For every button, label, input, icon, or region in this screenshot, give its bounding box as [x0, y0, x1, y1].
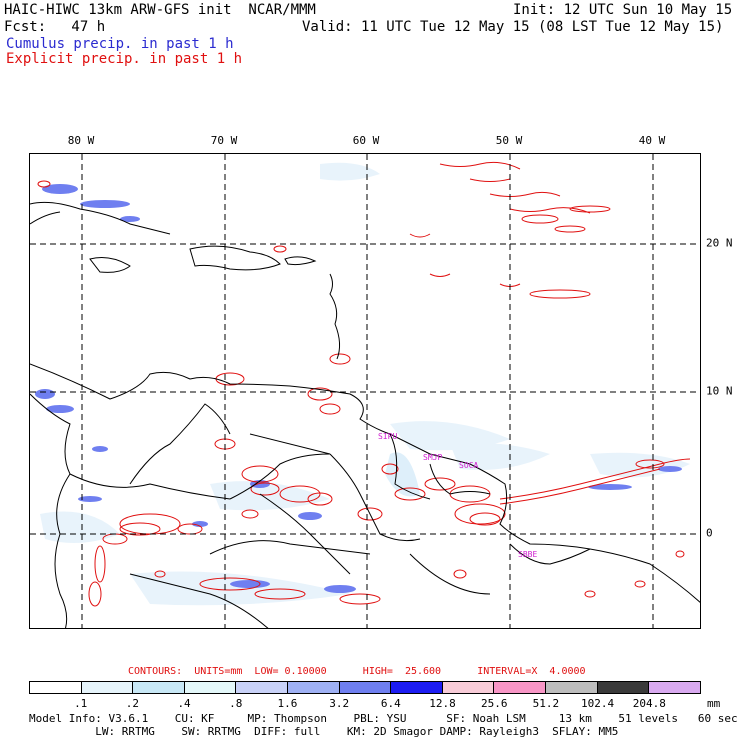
contour-info: CONTOURS: UNITS=mm LOW= 0.10000 HIGH= 25…	[128, 666, 586, 677]
explicit-legend: Explicit precip. in past 1 h	[6, 51, 242, 67]
lon-label-80w: 80 W	[68, 134, 95, 147]
scale-swatch	[185, 682, 237, 693]
scale-swatch	[649, 682, 700, 693]
cumulus-precip-light	[40, 163, 690, 606]
model-info-line2: LW: RRTMG SW: RRTMG DIFF: full KM: 2D Sm…	[29, 725, 618, 738]
scale-tick-label: 25.6	[481, 697, 508, 710]
scale-swatch	[443, 682, 495, 693]
precip-map	[29, 153, 701, 629]
graticule	[30, 154, 701, 629]
site-label: SMJP	[423, 453, 442, 462]
scale-swatch	[340, 682, 392, 693]
site-label: SIPU	[378, 432, 397, 441]
lat-label-10n: 10 N	[706, 385, 733, 398]
forecast-hour: Fcst: 47 h	[4, 19, 105, 35]
scale-swatch	[133, 682, 185, 693]
scale-swatch	[288, 682, 340, 693]
scale-tick-label: .1	[74, 697, 87, 710]
scale-swatch	[598, 682, 650, 693]
scale-tick-label: 1.6	[278, 697, 298, 710]
lat-label-20n: 20 N	[706, 237, 733, 250]
scale-tick-label: .4	[177, 697, 190, 710]
color-scale	[29, 681, 701, 694]
site-label: SBBE	[518, 550, 537, 559]
scale-swatch	[30, 682, 82, 693]
scale-tick-label: 6.4	[381, 697, 401, 710]
scale-tick-label: .2	[126, 697, 139, 710]
scale-swatch	[546, 682, 598, 693]
model-info-line1: Model Info: V3.6.1 CU: KF MP: Thompson P…	[29, 712, 738, 725]
scale-tick-label: 204.8	[633, 697, 666, 710]
cumulus-legend: Cumulus precip. in past 1 h	[6, 36, 234, 52]
lon-label-50w: 50 W	[496, 134, 523, 147]
scale-tick-label: 3.2	[329, 697, 349, 710]
valid-time: Valid: 11 UTC Tue 12 May 15 (08 LST Tue …	[302, 19, 723, 35]
site-label: SOCA	[459, 461, 478, 470]
lat-label-0: 0	[706, 527, 713, 540]
lon-label-70w: 70 W	[211, 134, 238, 147]
scale-swatch	[494, 682, 546, 693]
lon-label-60w: 60 W	[353, 134, 380, 147]
map-title: HAIC-HIWC 13km ARW-GFS init NCAR/MMM	[4, 2, 316, 18]
explicit-precip-contours	[38, 162, 690, 606]
scale-tick-label: .8	[229, 697, 242, 710]
scale-tick-label: 102.4	[581, 697, 614, 710]
scale-tick-label: 51.2	[533, 697, 560, 710]
coastlines	[30, 202, 701, 629]
map-canvas	[30, 154, 701, 629]
lon-label-40w: 40 W	[639, 134, 666, 147]
init-time: Init: 12 UTC Sun 10 May 15	[513, 2, 732, 18]
scale-swatch	[391, 682, 443, 693]
scale-units: mm	[707, 697, 720, 710]
scale-tick-label: 12.8	[429, 697, 456, 710]
scale-swatch	[82, 682, 134, 693]
scale-swatch	[236, 682, 288, 693]
